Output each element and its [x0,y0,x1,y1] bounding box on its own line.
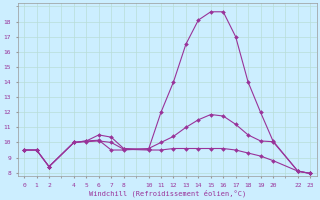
X-axis label: Windchill (Refroidissement éolien,°C): Windchill (Refroidissement éolien,°C) [89,189,246,197]
